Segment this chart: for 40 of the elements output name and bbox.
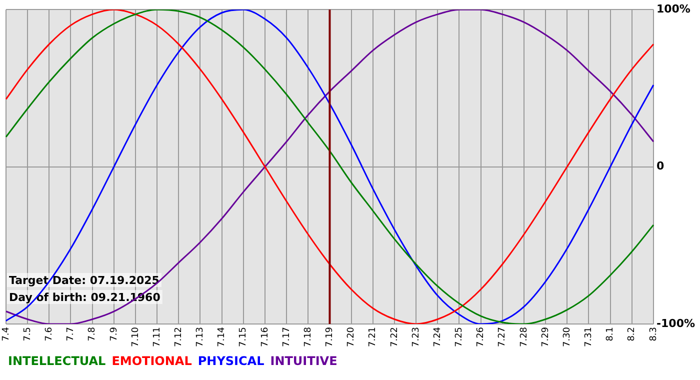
x-tick-label: 7.8 <box>88 326 98 342</box>
text: INTUITIVE <box>270 354 338 368</box>
text: EMOTIONAL <box>112 354 192 368</box>
line-series <box>5 10 654 324</box>
x-tick-label: 7.11 <box>152 326 162 348</box>
annotation: Target Date: 07.19.2025 <box>9 274 160 287</box>
x-tick-label: 7.4 <box>1 326 12 342</box>
x-tick-label: 7.23 <box>411 326 422 348</box>
x-tick-label: 7.24 <box>432 326 443 348</box>
x-tick-label: 7.6 <box>44 326 55 342</box>
x-tick-label: 7.19 <box>325 326 336 348</box>
x-tick-label: 7.18 <box>303 326 314 348</box>
x-tick-label: 7.7 <box>66 326 76 342</box>
x-tick-label: 7.13 <box>196 326 206 348</box>
x-tick-label: 7.5 <box>22 326 33 342</box>
x-tick-label: 7.28 <box>519 326 530 348</box>
x-tick-label: 7.15 <box>238 326 249 348</box>
x-tick-label: 7.12 <box>174 326 184 348</box>
x-tick-label: 7.29 <box>540 326 551 348</box>
x-tick-label: 7.21 <box>368 326 378 348</box>
x-tick-label: 7.14 <box>217 326 228 348</box>
x-tick-label: 7.27 <box>498 326 508 348</box>
text: PHYSICAL <box>198 354 264 368</box>
x-tick-label: 8.3 <box>648 326 659 342</box>
x-tick-label: 7.25 <box>454 326 465 348</box>
text: INTELLECTUAL <box>8 354 106 368</box>
x-tick-label: 7.30 <box>562 326 572 348</box>
y-tick-label: 0 <box>656 160 664 173</box>
x-tick-label: 7.26 <box>476 326 486 348</box>
x-tick-label: 7.31 <box>584 326 594 348</box>
x-tick-label: 7.10 <box>130 326 141 348</box>
x-tick-label: 8.2 <box>627 326 638 342</box>
x-tick-label: 8.1 <box>606 326 616 342</box>
x-tick-label: 7.22 <box>390 326 400 348</box>
x-tick-label: 7.20 <box>346 326 357 348</box>
x-tick-label: 7.16 <box>260 326 270 348</box>
x-tick-label: 7.17 <box>282 326 292 348</box>
y-tick-label: -100% <box>656 316 696 330</box>
y-tick-label: 100% <box>656 2 690 16</box>
x-tick-label: 7.9 <box>109 326 120 342</box>
